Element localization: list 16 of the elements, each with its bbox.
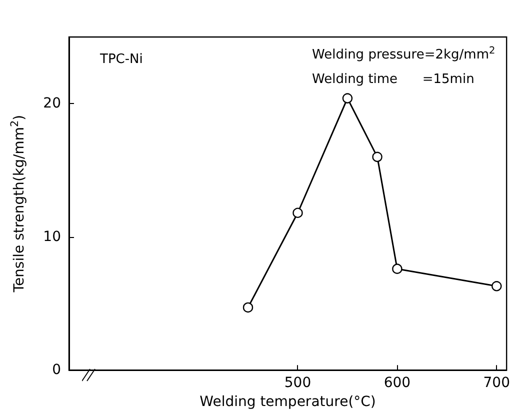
annotation: Welding time =15min [312, 72, 474, 87]
annotation: TPC-Ni [99, 52, 143, 67]
point [392, 264, 402, 274]
point [372, 152, 382, 162]
point [342, 93, 353, 104]
y-tick-label: 20 [43, 96, 61, 112]
x-tick-label: 700 [483, 375, 510, 392]
point [492, 281, 502, 292]
x-axis-title: Welding temperature(°C) [200, 394, 376, 410]
point [242, 302, 254, 313]
x-tick-label: 500 [284, 375, 312, 392]
y-tick-label: 0 [52, 362, 61, 378]
y-axis-title: Tensile strength(kg/mm2) [9, 114, 28, 294]
x-tick-label: 600 [384, 375, 411, 392]
y-tick-label: 10 [43, 228, 61, 245]
point [292, 208, 303, 218]
